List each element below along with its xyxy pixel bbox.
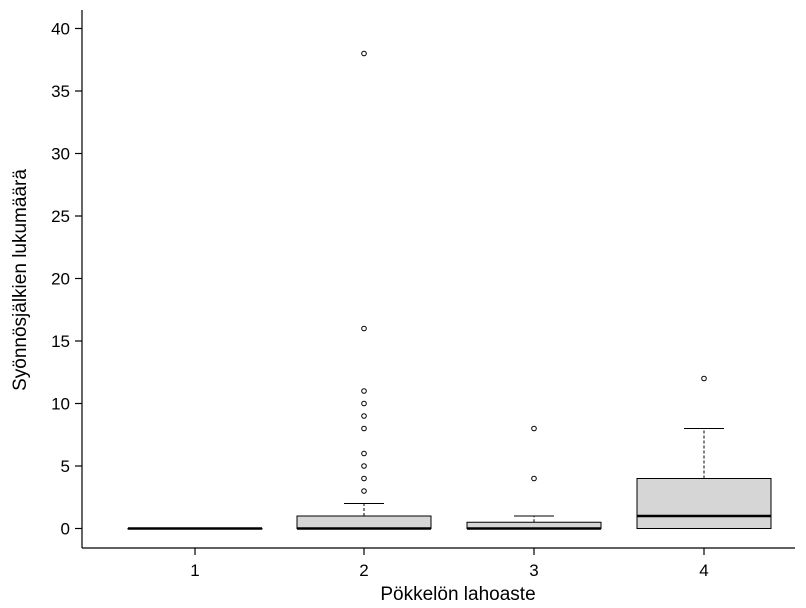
y-tick-label: 30 <box>51 145 70 164</box>
y-tick-label: 25 <box>51 207 70 226</box>
x-axis-ticks: 1 2 3 4 <box>190 548 709 580</box>
y-tick-label: 10 <box>51 395 70 414</box>
y-tick-label: 0 <box>61 520 70 539</box>
y-tick-label: 35 <box>51 82 70 101</box>
box-iqr <box>636 478 772 529</box>
outlier-point <box>361 450 367 457</box>
y-axis-title: Syönnösjälkien lukumäärä <box>10 169 31 391</box>
y-tick-label: 15 <box>51 332 70 351</box>
y-tick-label: 5 <box>61 457 70 476</box>
x-tick-label: 4 <box>699 561 708 580</box>
box-group-1 <box>127 527 263 530</box>
outlier-point <box>361 413 367 419</box>
y-tick-label: 40 <box>51 20 70 39</box>
box-group-3 <box>466 425 602 530</box>
y-tick-label: 20 <box>51 270 70 289</box>
y-axis-ticks: 0 5 10 15 20 25 30 35 40 <box>51 20 82 539</box>
box-iqr <box>296 515 432 529</box>
x-tick-label: 1 <box>190 561 199 580</box>
box-group-4 <box>636 375 772 529</box>
x-axis-title: Pökkelön lahoaste <box>380 584 535 605</box>
outlier-point <box>361 488 367 494</box>
x-tick-label: 2 <box>359 561 368 580</box>
box-series <box>127 50 772 530</box>
x-tick-label: 3 <box>529 561 538 580</box>
outlier-point <box>361 463 367 469</box>
outlier-point <box>361 400 367 407</box>
outlier-point <box>361 325 367 332</box>
outlier-point <box>361 388 367 394</box>
outlier-point <box>361 475 367 482</box>
box-group-2 <box>296 50 432 530</box>
outlier-point <box>531 475 537 482</box>
outlier-point <box>361 50 367 57</box>
outlier-point <box>531 425 537 432</box>
outlier-point <box>361 425 367 432</box>
outlier-point <box>701 375 707 382</box>
